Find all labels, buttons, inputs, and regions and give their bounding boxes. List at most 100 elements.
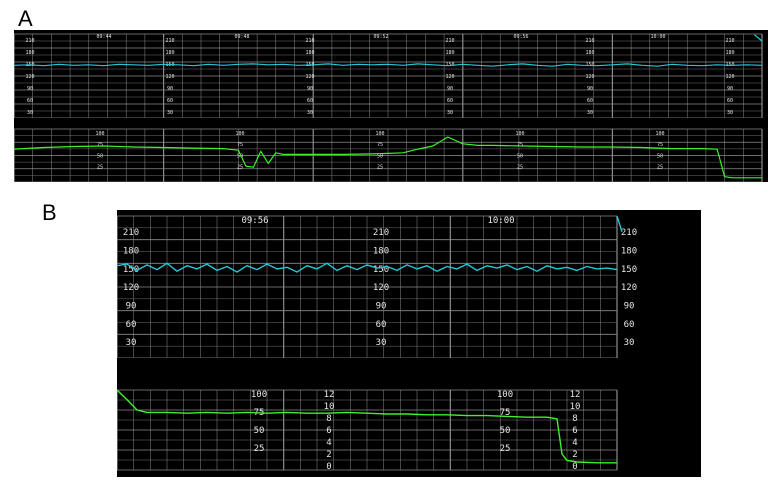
heart-rate-tick-label: 60 [587,98,593,104]
time-label: 09:56 [241,216,268,226]
uterine-activity-trace [117,389,617,464]
uterine-right-tick-label: 2 [572,450,577,460]
uterine-right-tick-label: 4 [326,438,331,448]
chart-background [117,210,701,477]
heart-rate-tick-label: 120 [373,283,389,293]
heart-rate-tick-label: 120 [725,74,734,80]
heart-rate-grid [14,33,763,119]
heart-rate-tick-label: 60 [307,98,313,104]
uterine-right-tick-label: 6 [326,426,331,436]
heart-rate-tick-label: 180 [305,50,314,56]
heart-rate-tick-label: 30 [27,110,33,116]
uterine-tick-label: 25 [97,165,103,171]
heart-rate-tick-label: 90 [624,301,635,311]
heart-rate-tick-label: 210 [305,38,314,44]
heart-rate-tick-label: 90 [126,301,137,311]
uterine-tick-label: 75 [657,142,663,148]
uterine-right-tick-label: 8 [572,414,577,424]
heart-rate-tick-label: 120 [305,74,314,80]
panel-a-label: A [18,6,33,31]
time-label: 09:56 [513,34,528,40]
uterine-tick-label: 75 [97,142,103,148]
heart-rate-trace [616,215,623,233]
panel-b-label: B [42,200,57,225]
panel-b-chart: 2101801501209060302101801501209060302101… [117,210,701,477]
heart-rate-tick-label: 210 [123,228,139,238]
heart-rate-tick-label: 120 [621,283,637,293]
heart-rate-tick-label: 150 [585,62,594,68]
heart-rate-tick-label: 30 [727,110,733,116]
uterine-right-tick-label: 10 [570,402,581,412]
uterine-tick-label: 100 [655,131,664,137]
uterine-right-tick-label: 8 [326,414,331,424]
heart-rate-tick-label: 60 [27,98,33,104]
uterine-right-tick-label: 0 [572,462,577,472]
panel-a-chart: 210 180 150 120 90 60 30 210 180 150 120 90 60 30 210 1… [14,30,768,182]
heart-rate-tick-label: 180 [621,246,637,256]
divider-band [117,358,701,390]
heart-rate-tick-label: 60 [447,98,453,104]
time-label: 10:00 [487,216,514,226]
heart-rate-tick-label: 210 [373,228,389,238]
uterine-grid [14,128,763,182]
heart-rate-tick-label: 30 [126,338,137,348]
uterine-right-tick-label: 10 [324,402,335,412]
uterine-tick-label: 50 [97,153,103,159]
uterine-tick-label: 75 [377,142,383,148]
heart-rate-tick-label: 120 [123,283,139,293]
heart-rate-tick-label: 60 [126,320,137,330]
uterine-tick-label: 50 [657,153,663,159]
uterine-tick-label: 50 [237,153,243,159]
heart-rate-tick-label: 90 [376,301,387,311]
heart-rate-tick-label: 60 [376,320,387,330]
heart-rate-trace [14,63,763,67]
heart-rate-tick-label: 210 [25,38,34,44]
heart-rate-tick-label: 90 [587,86,593,92]
heart-rate-tick-label: 60 [727,98,733,104]
uterine-tick-label: 25 [517,165,523,171]
heart-rate-tick-label: 30 [624,338,635,348]
uterine-activity-trace [14,136,762,179]
heart-rate-tick-label: 210 [445,38,454,44]
heart-rate-tick-label: 150 [621,265,637,275]
heart-rate-tick-label: 60 [167,98,173,104]
heart-rate-tick-label: 180 [165,50,174,56]
heart-rate-tick-label: 150 [445,62,454,68]
heart-rate-tick-label: 210 [621,228,637,238]
heart-rate-tick-label: 180 [585,50,594,56]
uterine-right-tick-label: 12 [570,390,581,400]
heart-rate-tick-label: 90 [167,86,173,92]
heart-rate-tick-label: 180 [373,246,389,256]
uterine-tick-label: 100 [251,390,267,400]
uterine-tick-label: 100 [235,131,244,137]
uterine-tick-label: 50 [517,153,523,159]
heart-rate-tick-label: 210 [585,38,594,44]
heart-rate-trace [117,262,618,273]
uterine-tick-label: 50 [377,153,383,159]
heart-rate-tick-label: 30 [307,110,313,116]
heart-rate-tick-label: 90 [447,86,453,92]
heart-rate-trace [754,34,763,42]
uterine-tick-label: 25 [254,444,265,454]
heart-rate-tick-label: 150 [123,265,139,275]
uterine-right-tick-label: 0 [326,462,331,472]
heart-rate-tick-label: 90 [307,86,313,92]
heart-rate-tick-label: 180 [725,50,734,56]
uterine-tick-label: 25 [500,444,511,454]
heart-rate-tick-label: 90 [727,86,733,92]
uterine-tick-label: 100 [375,131,384,137]
heart-rate-tick-label: 90 [27,86,33,92]
uterine-tick-label: 25 [237,165,243,171]
uterine-tick-label: 100 [497,390,513,400]
heart-rate-tick-label: 60 [624,320,635,330]
uterine-tick-label: 100 [515,131,524,137]
heart-rate-tick-label: 30 [376,338,387,348]
uterine-tick-label: 25 [377,165,383,171]
heart-rate-tick-label: 180 [445,50,454,56]
heart-rate-tick-label: 210 [725,38,734,44]
time-label: 09:48 [234,34,249,40]
heart-rate-tick-label: 150 [373,265,389,275]
heart-rate-tick-label: 210 [165,38,174,44]
uterine-tick-label: 25 [657,165,663,171]
heart-rate-tick-label: 120 [585,74,594,80]
